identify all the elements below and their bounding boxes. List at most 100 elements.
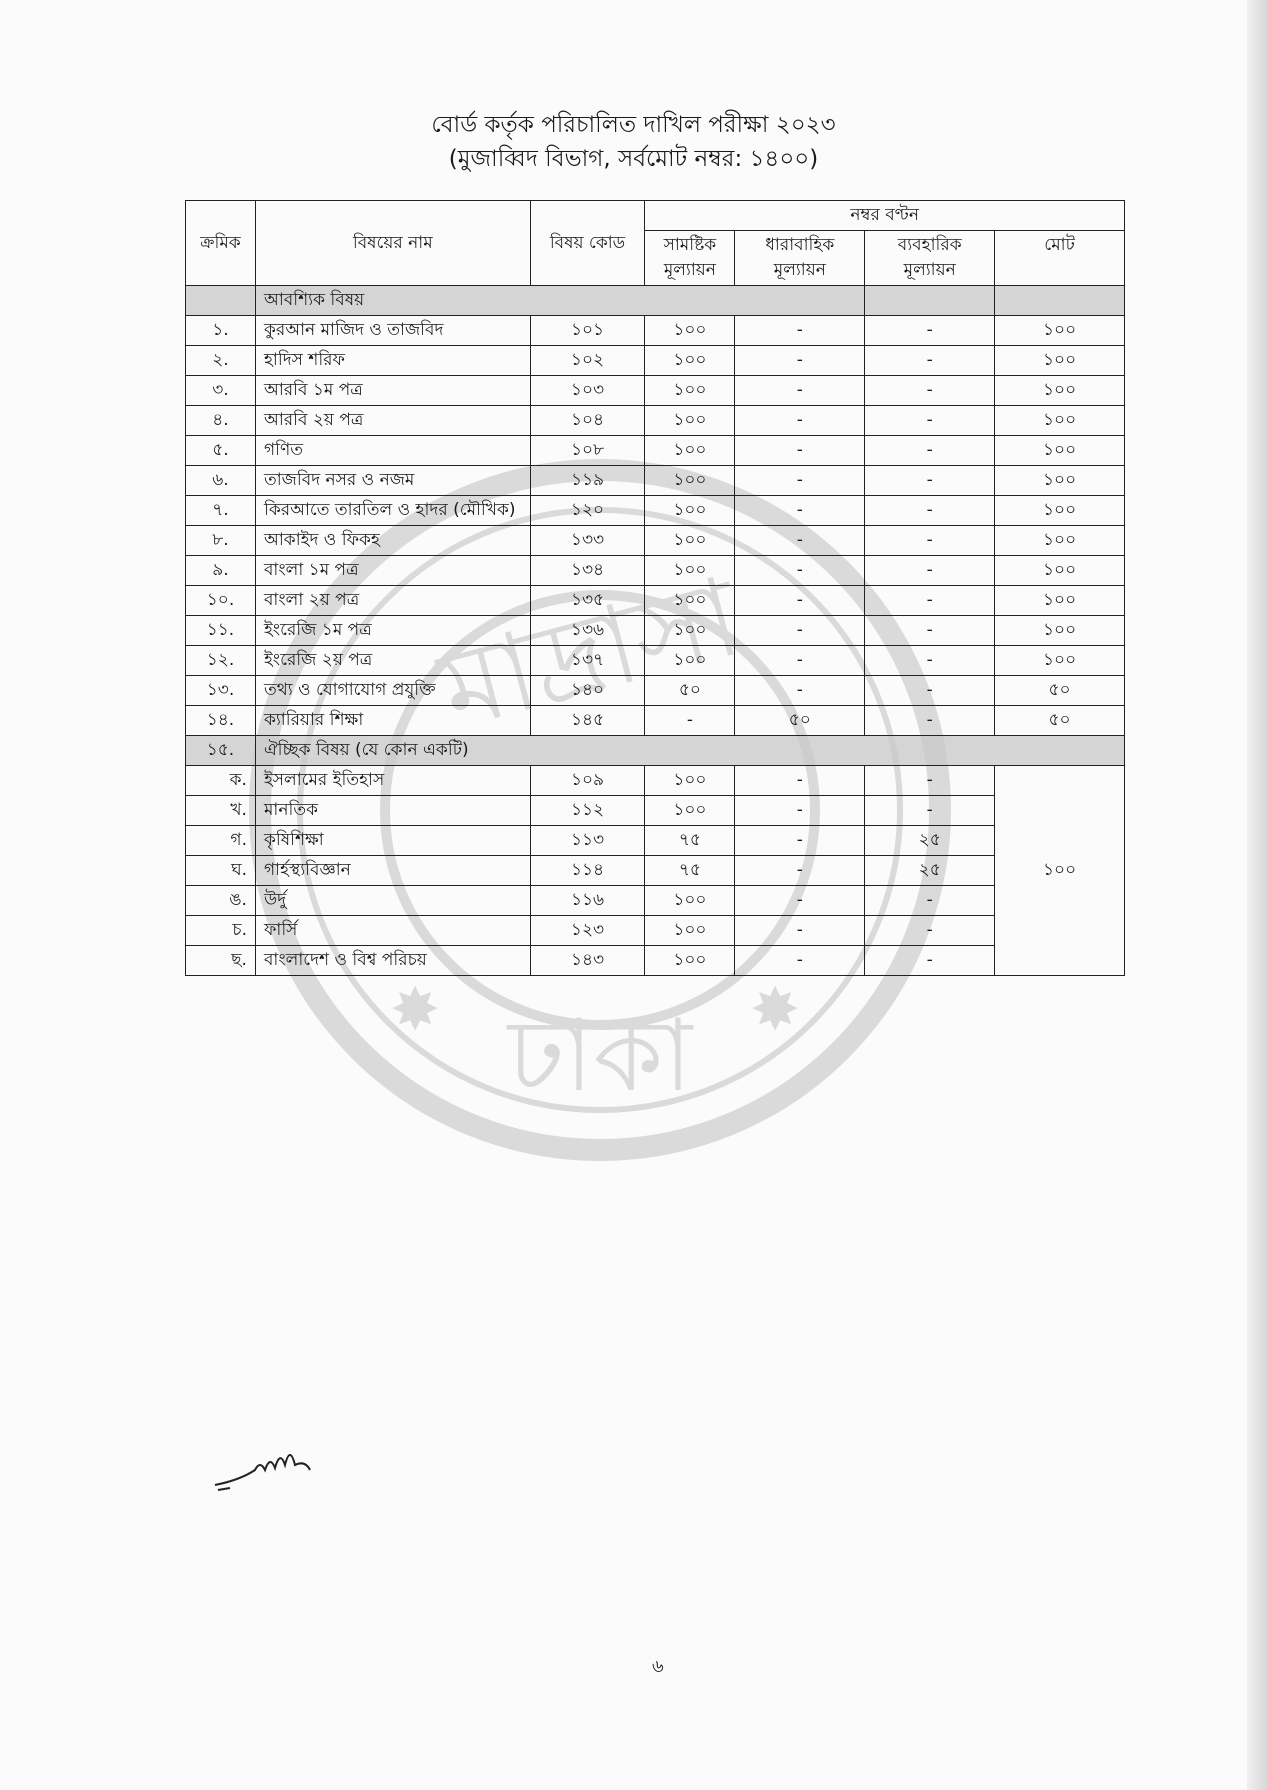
summative-cell: ৭৫ xyxy=(644,855,736,886)
total-cell: ১০০ xyxy=(994,585,1125,616)
header-code: বিষয় কোড xyxy=(529,200,646,286)
practical-cell: - xyxy=(864,375,996,406)
code-cell: ১১৩ xyxy=(529,825,646,856)
summative-cell: ১০০ xyxy=(644,345,736,376)
subject-cell: বাংলা ১ম পত্র xyxy=(254,555,531,586)
table-row: ছ. বাংলাদেশ ও বিশ্ব পরিচয় ১৪৩ ১০০- - xyxy=(185,945,1125,976)
total-cell: ১০০ xyxy=(994,375,1125,406)
practical-cell: - xyxy=(864,525,996,556)
subject-cell: ফার্সি xyxy=(254,915,531,946)
summative-cell: ১০০ xyxy=(644,915,736,946)
summative-cell: ১০০ xyxy=(644,405,736,436)
table-row: ১২. ইংরেজি ২য় পত্র ১৩৭ ১০০- -১০০ xyxy=(185,645,1125,676)
total-cell: ১০০ xyxy=(994,315,1125,346)
subject-cell: আরবি ২য় পত্র xyxy=(254,405,531,436)
summative-cell: ১০০ xyxy=(644,585,736,616)
document-title: বোর্ড কর্তৃক পরিচালিত দাখিল পরীক্ষা ২০২৩ xyxy=(431,112,836,138)
serial-cell: ১৪. xyxy=(185,705,256,736)
subject-cell: উর্দু xyxy=(254,885,531,916)
code-cell: ১০৪ xyxy=(529,405,646,436)
subject-cell: কৃষিশিক্ষা xyxy=(254,825,531,856)
code-cell: ১১২ xyxy=(529,795,646,826)
practical-cell: - xyxy=(864,915,996,946)
code-cell: ১৩৫ xyxy=(529,585,646,616)
summative-cell: ১০০ xyxy=(644,945,736,976)
serial-cell: ১০. xyxy=(185,585,256,616)
subject-cell: বাংলাদেশ ও বিশ্ব পরিচয় xyxy=(254,945,531,976)
subject-cell: বাংলা ২য় পত্র xyxy=(254,585,531,616)
practical-cell: - xyxy=(864,495,996,526)
subject-cell: কুরআন মাজিদ ও তাজবিদ xyxy=(254,315,531,346)
practical-cell: - xyxy=(864,795,996,826)
subject-cell: হাদিস শরিফ xyxy=(254,345,531,376)
header-continuous: ধারাবাহিক মূল্যায়ন xyxy=(734,230,866,286)
continuous-cell: - xyxy=(734,405,866,436)
practical-cell: - xyxy=(864,345,996,376)
total-cell: ১০০ xyxy=(994,555,1125,586)
practical-cell: - xyxy=(864,645,996,676)
table-row: ৯. বাংলা ১ম পত্র ১৩৪ ১০০- -১০০ xyxy=(185,555,1125,586)
code-cell: ১৩৩ xyxy=(529,525,646,556)
table-row: ২. হাদিস শরিফ ১০২ ১০০- -১০০ xyxy=(185,345,1125,376)
table-row: ৬. তাজবিদ নসর ও নজম ১১৯ ১০০- -১০০ xyxy=(185,465,1125,496)
summative-cell: ১০০ xyxy=(644,645,736,676)
code-cell: ১৩৪ xyxy=(529,555,646,586)
table-row: ১৩. তথ্য ও যোগাযোগ প্রযুক্তি ১৪০ ৫০- -৫০ xyxy=(185,675,1125,706)
continuous-cell: - xyxy=(734,345,866,376)
serial-cell: ঘ. xyxy=(185,855,256,886)
serial-cell: ১. xyxy=(185,315,256,346)
table-row: ৫. গণিত ১০৮ ১০০- -১০০ xyxy=(185,435,1125,466)
total-cell: ১০০ xyxy=(994,495,1125,526)
scan-edge xyxy=(1247,0,1267,1790)
code-cell: ১৪৩ xyxy=(529,945,646,976)
summative-cell: ১০০ xyxy=(644,495,736,526)
summative-cell: ১০০ xyxy=(644,795,736,826)
continuous-cell: - xyxy=(734,825,866,856)
continuous-cell: - xyxy=(734,855,866,886)
summative-cell: ১০০ xyxy=(644,765,736,796)
header-serial: ক্রমিক xyxy=(185,200,256,286)
practical-cell: ২৫ xyxy=(864,855,996,886)
serial-cell: ১২. xyxy=(185,645,256,676)
total-cell: ১০০ xyxy=(994,405,1125,436)
serial-cell: চ. xyxy=(185,915,256,946)
continuous-cell: - xyxy=(734,495,866,526)
subject-cell: তথ্য ও যোগাযোগ প্রযুক্তি xyxy=(254,675,531,706)
code-cell: ১২৩ xyxy=(529,915,646,946)
practical-cell: - xyxy=(864,555,996,586)
practical-cell: ২৫ xyxy=(864,825,996,856)
practical-cell: - xyxy=(864,945,996,976)
practical-cell: - xyxy=(864,465,996,496)
total-cell: ৫০ xyxy=(994,675,1125,706)
table-row: ৪. আরবি ২য় পত্র ১০৪ ১০০- -১০০ xyxy=(185,405,1125,436)
summative-cell: ১০০ xyxy=(644,885,736,916)
practical-cell: - xyxy=(864,405,996,436)
serial-cell: ২. xyxy=(185,345,256,376)
subject-cell: মানতিক xyxy=(254,795,531,826)
section-row-compulsory: আবশ্যিক বিষয় xyxy=(185,285,1125,316)
practical-cell: - xyxy=(864,435,996,466)
continuous-cell: - xyxy=(734,585,866,616)
table-row: ৭. কিরআতে তারতিল ও হাদর (মৌখিক) ১২০ ১০০- -১০… xyxy=(185,495,1125,526)
header-distribution: নম্বর বণ্টন xyxy=(644,200,1125,231)
serial-cell: খ. xyxy=(185,795,256,826)
summative-cell: ১০০ xyxy=(644,315,736,346)
practical-cell: - xyxy=(864,765,996,796)
serial-cell: ১১. xyxy=(185,615,256,646)
total-cell: ১০০ xyxy=(994,645,1125,676)
summative-cell: ১০০ xyxy=(644,525,736,556)
subject-cell: আরবি ১ম পত্র xyxy=(254,375,531,406)
continuous-cell: - xyxy=(734,465,866,496)
table-row: ঘ. গার্হস্থ্যবিজ্ঞান ১১৪ ৭৫-২৫ xyxy=(185,855,1125,886)
practical-cell: - xyxy=(864,705,996,736)
page-number: ৬ xyxy=(652,1656,664,1677)
total-cell: ১০০ xyxy=(994,765,1125,976)
code-cell: ১৩৬ xyxy=(529,615,646,646)
serial-cell: ৯. xyxy=(185,555,256,586)
continuous-cell: - xyxy=(734,525,866,556)
serial-cell: ছ. xyxy=(185,945,256,976)
header-subject: বিষয়ের নাম xyxy=(254,200,531,286)
section-row-optional: ১৫. ঐচ্ছিক বিষয় (যে কোন একটি) xyxy=(185,735,1126,766)
subject-cell: গার্হস্থ্যবিজ্ঞান xyxy=(254,855,531,886)
code-cell: ১১৪ xyxy=(529,855,646,886)
